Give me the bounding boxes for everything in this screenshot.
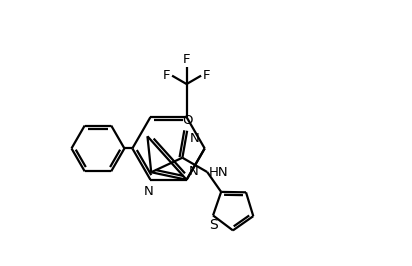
Text: N: N [190,132,199,145]
Text: F: F [183,52,190,65]
Text: F: F [203,69,211,82]
Text: S: S [208,218,218,232]
Text: HN: HN [209,165,229,178]
Text: F: F [163,69,170,82]
Text: N: N [143,185,153,198]
Text: O: O [182,114,192,127]
Text: N: N [189,165,199,177]
